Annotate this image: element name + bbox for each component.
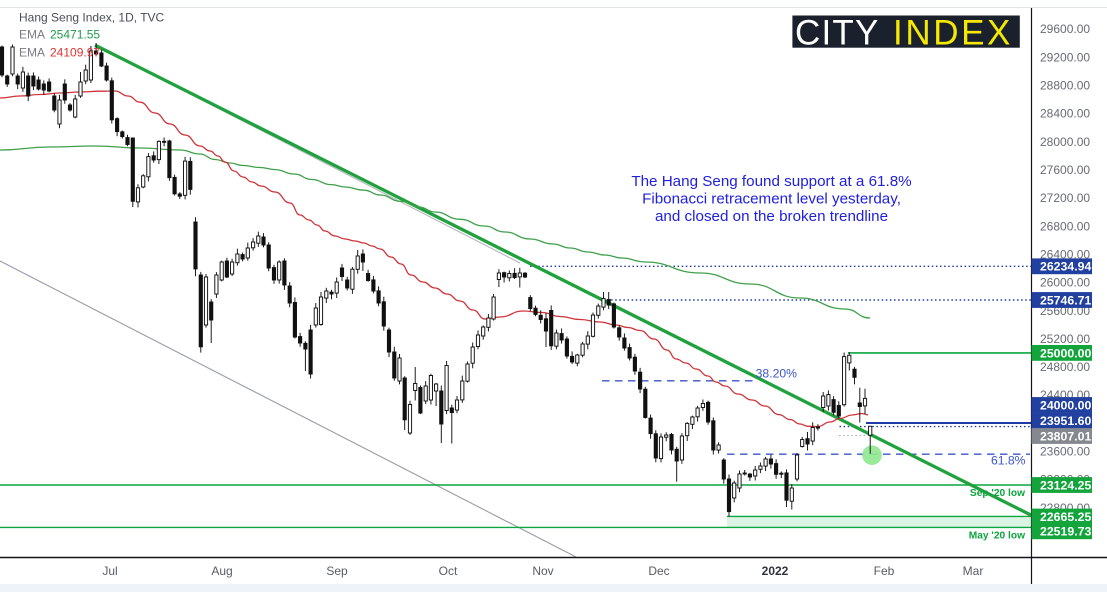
svg-text:24000.00: 24000.00 xyxy=(1040,398,1091,412)
svg-text:26000.00: 26000.00 xyxy=(1040,276,1090,290)
svg-text:27200.00: 27200.00 xyxy=(1040,191,1090,205)
svg-text:28000.00: 28000.00 xyxy=(1040,135,1090,149)
svg-text:22665.25: 22665.25 xyxy=(1040,510,1091,524)
svg-text:23951.60: 23951.60 xyxy=(1040,414,1091,428)
svg-text:23124.25: 23124.25 xyxy=(1040,478,1091,492)
svg-text:61.8%: 61.8% xyxy=(991,454,1026,468)
svg-text:26400.00: 26400.00 xyxy=(1040,248,1090,262)
svg-text:Aug: Aug xyxy=(211,564,232,578)
svg-text:25746.71: 25746.71 xyxy=(1040,293,1091,307)
svg-text:2022: 2022 xyxy=(762,564,789,578)
svg-text:CITY: CITY xyxy=(795,13,880,52)
svg-text:23600.00: 23600.00 xyxy=(1040,445,1090,459)
svg-text:Oct: Oct xyxy=(439,564,458,578)
svg-text:28400.00: 28400.00 xyxy=(1040,107,1090,121)
svg-text:27600.00: 27600.00 xyxy=(1040,163,1090,177)
svg-text:and closed on the broken trend: and closed on the broken trendline xyxy=(655,208,888,225)
svg-text:26800.00: 26800.00 xyxy=(1040,219,1090,233)
svg-text:May '20 low: May '20 low xyxy=(969,531,1025,542)
svg-text:Dec: Dec xyxy=(648,564,669,578)
svg-text:Jul: Jul xyxy=(102,564,117,578)
svg-text:24109.97: 24109.97 xyxy=(50,46,100,60)
svg-text:22519.73: 22519.73 xyxy=(1040,525,1091,539)
svg-text:Hang Seng Index, 1D, TVC: Hang Seng Index, 1D, TVC xyxy=(19,11,165,25)
svg-text:23807.01: 23807.01 xyxy=(1040,429,1091,443)
svg-text:29200.00: 29200.00 xyxy=(1040,50,1090,64)
svg-text:Sep: Sep xyxy=(326,564,348,578)
svg-text:EMA: EMA xyxy=(19,28,45,42)
svg-text:Nov: Nov xyxy=(532,564,553,578)
svg-text:The Hang Seng found support at: The Hang Seng found support at a 61.8% xyxy=(631,173,911,190)
svg-text:26234.94: 26234.94 xyxy=(1040,260,1091,274)
svg-text:28800.00: 28800.00 xyxy=(1040,79,1090,93)
svg-text:Fibonacci retracement level ye: Fibonacci retracement level yesterday, xyxy=(642,191,901,208)
svg-text:25000.00: 25000.00 xyxy=(1040,346,1091,360)
svg-text:38.20%: 38.20% xyxy=(756,367,797,381)
svg-text:EMA: EMA xyxy=(19,46,45,60)
svg-text:24800.00: 24800.00 xyxy=(1040,360,1090,374)
svg-text:Mar: Mar xyxy=(963,564,984,578)
svg-text:29600.00: 29600.00 xyxy=(1040,22,1090,36)
svg-text:Feb: Feb xyxy=(874,564,895,578)
svg-text:Sep '20 low: Sep '20 low xyxy=(970,488,1025,499)
svg-text:INDEX: INDEX xyxy=(893,13,1013,52)
svg-text:25200.00: 25200.00 xyxy=(1040,332,1090,346)
svg-text:25471.55: 25471.55 xyxy=(50,28,100,42)
